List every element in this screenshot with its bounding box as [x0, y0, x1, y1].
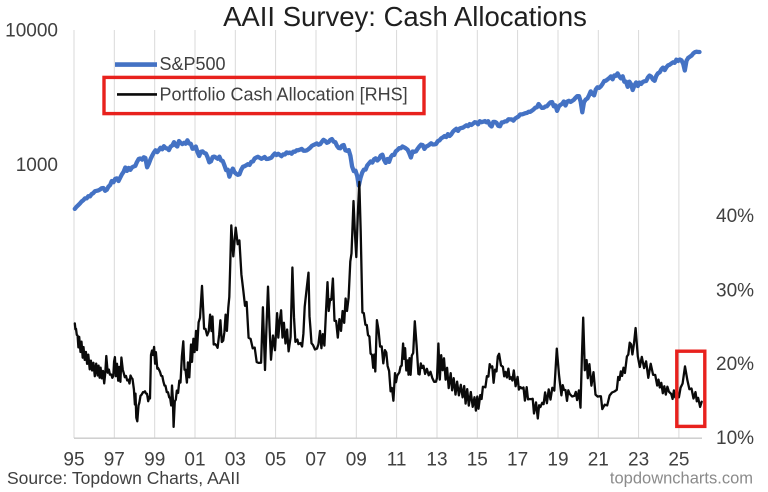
svg-text:23: 23: [628, 449, 649, 470]
svg-text:03: 03: [225, 449, 246, 470]
svg-text:21: 21: [588, 449, 609, 470]
svg-text:99: 99: [144, 449, 165, 470]
svg-text:05: 05: [265, 449, 286, 470]
svg-text:topdowncharts.com: topdowncharts.com: [610, 470, 753, 488]
svg-text:Portfolio Cash Allocation [RHS: Portfolio Cash Allocation [RHS]: [160, 84, 408, 104]
svg-text:97: 97: [104, 449, 125, 470]
svg-text:09: 09: [346, 449, 367, 470]
svg-text:20%: 20%: [716, 354, 754, 375]
svg-text:19: 19: [547, 449, 568, 470]
svg-text:S&P500: S&P500: [160, 54, 226, 74]
svg-text:13: 13: [426, 449, 447, 470]
svg-text:40%: 40%: [716, 206, 754, 227]
svg-text:25: 25: [668, 449, 689, 470]
svg-text:10000: 10000: [5, 20, 58, 41]
svg-text:Source: Topdown Charts, AAII: Source: Topdown Charts, AAII: [7, 468, 240, 488]
svg-text:30%: 30%: [716, 280, 754, 301]
svg-text:11: 11: [387, 449, 407, 470]
svg-text:95: 95: [63, 449, 84, 470]
svg-text:01: 01: [184, 449, 205, 470]
svg-text:15: 15: [467, 449, 488, 470]
svg-text:AAII Survey: Cash Allocations: AAII Survey: Cash Allocations: [223, 1, 587, 32]
svg-text:07: 07: [305, 449, 326, 470]
svg-text:10%: 10%: [716, 428, 754, 449]
svg-text:1000: 1000: [16, 155, 58, 176]
svg-text:17: 17: [507, 449, 528, 470]
